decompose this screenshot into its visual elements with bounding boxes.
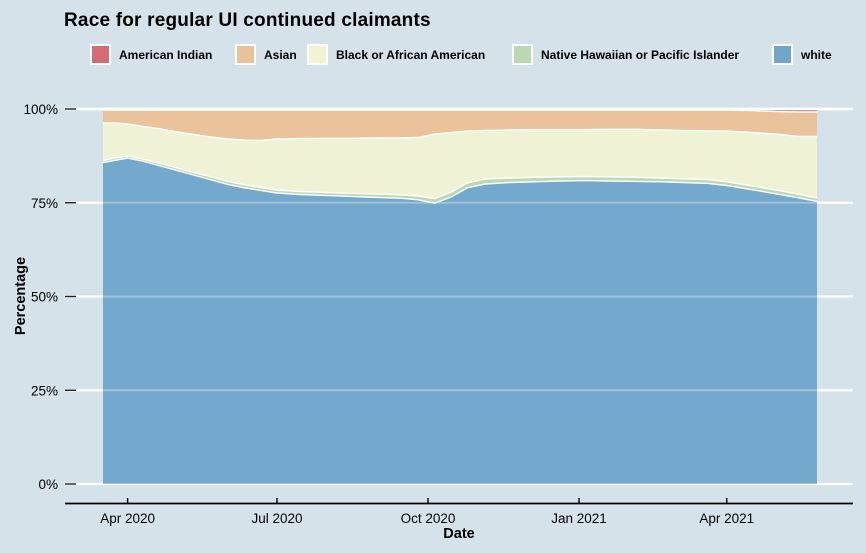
legend-label: American Indian (119, 47, 213, 62)
area-band-white (103, 158, 817, 484)
x-tick-label: Apr 2021 (699, 511, 754, 526)
band-separator (102, 122, 817, 142)
legend-label: white (801, 47, 832, 62)
band-separator (102, 155, 818, 200)
area-band-asian (103, 110, 817, 141)
band-separator (102, 157, 818, 204)
x-tick-label: Jan 2021 (551, 511, 607, 526)
legend-swatch-american-indian (90, 44, 111, 65)
y-tick-label: 0% (38, 477, 58, 492)
x-tick-label: Apr 2020 (100, 511, 155, 526)
y-tick-label: 50% (31, 290, 58, 305)
y-axis-title: Percentage (13, 257, 29, 335)
chart-legend: American Indian Asian Black or African Ame… (0, 0, 866, 70)
legend-item: Asian (235, 44, 297, 65)
legend-item: Black or African American (307, 44, 485, 65)
y-tick-label: 25% (31, 383, 58, 398)
legend-swatch-native-hawaiian-or-pacific-islander (512, 44, 533, 65)
chart-title: Race for regular UI continued claimants (64, 10, 431, 31)
legend-item: American Indian (90, 44, 212, 65)
area-band-black-or-african-american (103, 122, 817, 199)
legend-label: Asian (264, 47, 297, 62)
legend-swatch-white (772, 44, 793, 65)
x-tick-label: Oct 2020 (401, 511, 456, 526)
y-tick-label: 75% (31, 196, 58, 211)
legend-item: white (772, 44, 832, 65)
legend-label: Native Hawaiian or Pacific Islander (541, 47, 740, 62)
x-tick-label: Jul 2020 (251, 511, 302, 526)
legend-swatch-black-or-african-american (307, 44, 328, 65)
legend-swatch-asian (235, 44, 256, 65)
legend-item: Native Hawaiian or Pacific Islander (512, 44, 739, 65)
x-axis-title: Date (443, 526, 474, 542)
y-tick-label: 100% (23, 102, 58, 117)
legend-label: Black or African American (336, 47, 486, 62)
area-band-native-hawaiian-or-pacific-islander (103, 155, 817, 204)
